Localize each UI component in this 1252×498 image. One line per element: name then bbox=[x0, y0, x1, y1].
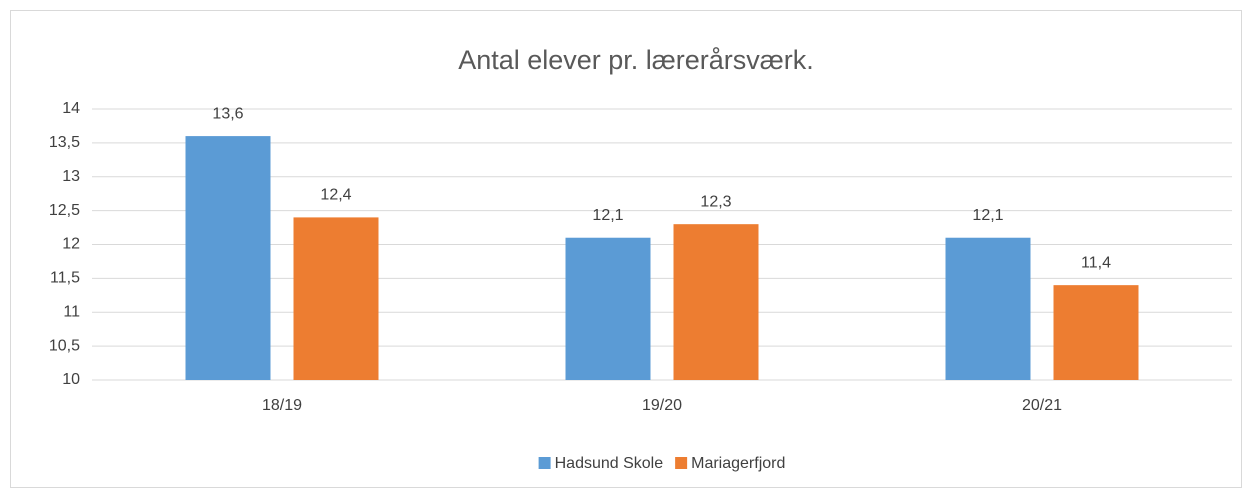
y-tick-label: 14 bbox=[62, 100, 80, 117]
legend-swatch bbox=[675, 457, 688, 469]
x-tick-label: 20/21 bbox=[1022, 397, 1062, 414]
bar bbox=[565, 237, 651, 380]
data-label: 12,4 bbox=[320, 187, 351, 204]
bar bbox=[945, 237, 1031, 380]
y-tick-label: 12,5 bbox=[49, 202, 80, 219]
chart-title: Antal elever pr. lærerårsværk. bbox=[458, 45, 814, 75]
bar bbox=[293, 217, 379, 380]
data-label: 11,4 bbox=[1081, 254, 1111, 271]
y-tick-label: 10,5 bbox=[49, 337, 80, 354]
y-tick-label: 11,5 bbox=[50, 270, 80, 287]
x-tick-label: 19/20 bbox=[642, 397, 682, 414]
y-tick-label: 10 bbox=[62, 371, 80, 388]
data-label: 12,3 bbox=[700, 193, 731, 210]
x-tick-label: 18/19 bbox=[262, 397, 302, 414]
bar bbox=[673, 224, 759, 380]
data-label: 13,6 bbox=[212, 105, 243, 122]
bar bbox=[1053, 285, 1139, 380]
legend-swatch bbox=[538, 457, 551, 469]
y-tick-label: 13 bbox=[62, 168, 80, 185]
legend-label: Mariagerfjord bbox=[691, 455, 785, 472]
y-tick-label: 12 bbox=[62, 236, 80, 253]
y-tick-label: 11 bbox=[63, 303, 80, 320]
legend-label: Hadsund Skole bbox=[555, 455, 664, 472]
y-tick-label: 13,5 bbox=[49, 134, 80, 151]
data-label: 12,1 bbox=[592, 207, 623, 224]
data-label: 12,1 bbox=[972, 207, 1003, 224]
bar bbox=[185, 136, 271, 380]
